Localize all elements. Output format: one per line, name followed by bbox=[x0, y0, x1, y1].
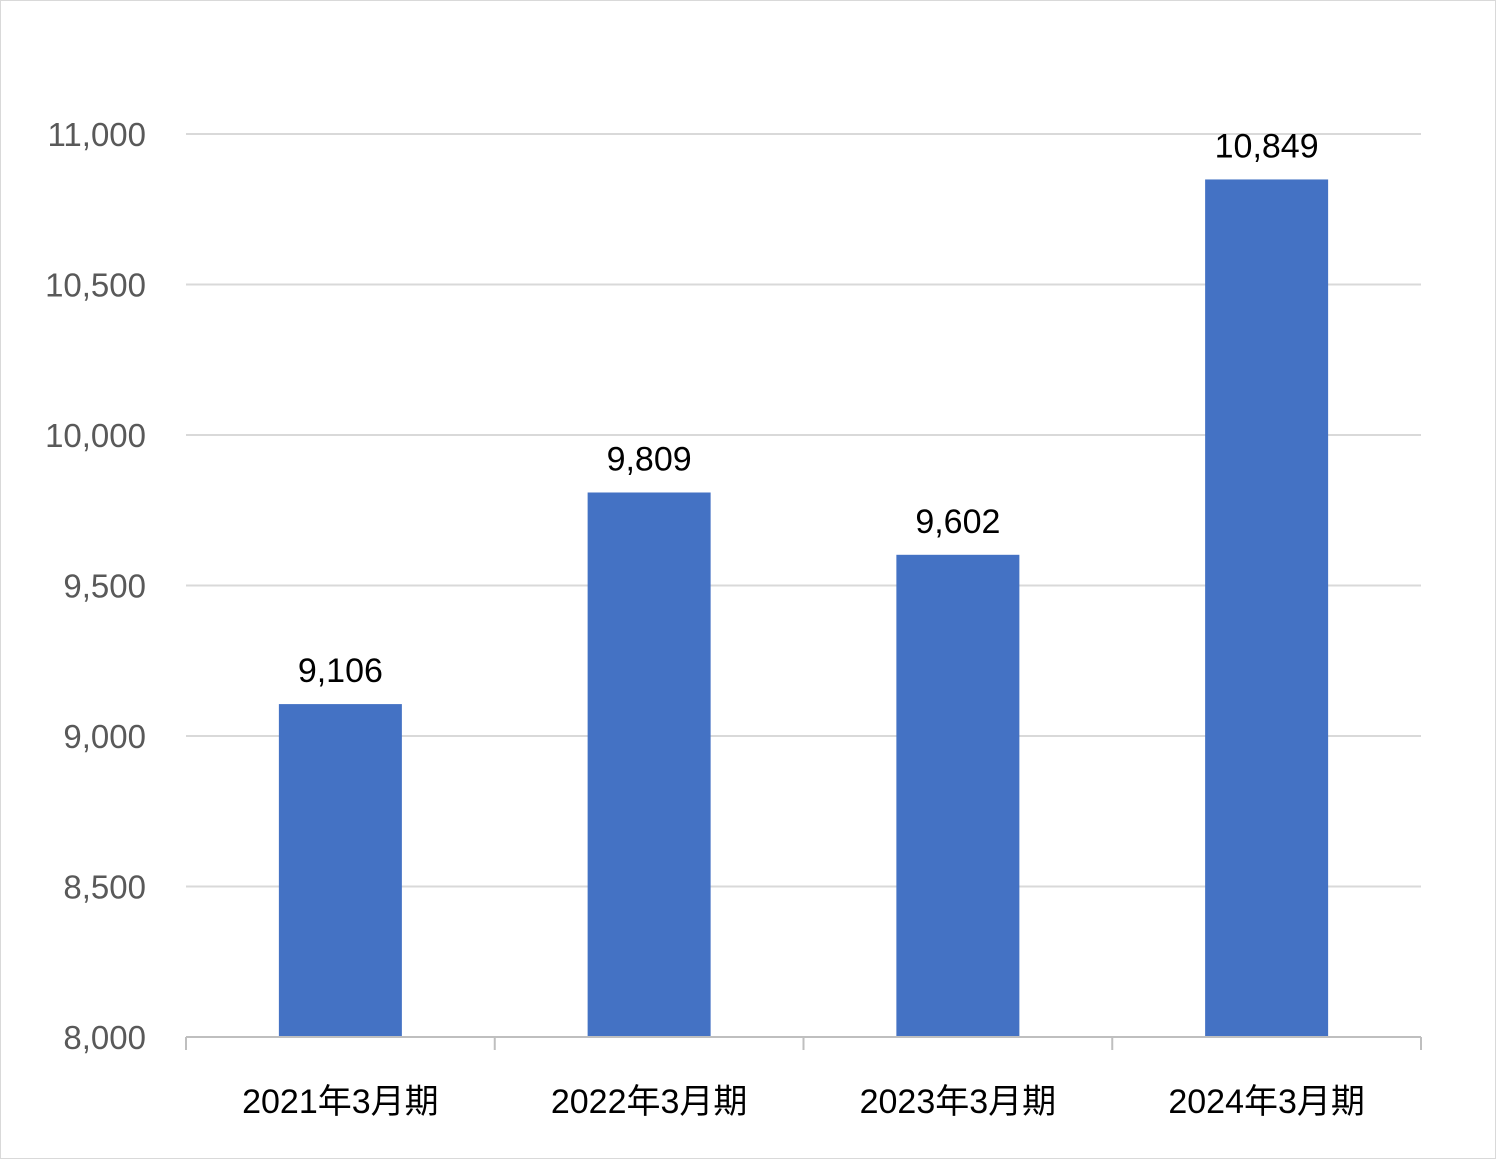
bars bbox=[278, 179, 1329, 1038]
bar bbox=[278, 704, 402, 1037]
y-tick-label: 8,000 bbox=[63, 1019, 146, 1056]
data-label: 9,602 bbox=[915, 503, 1000, 541]
data-label: 9,809 bbox=[607, 440, 692, 478]
data-labels: 9,106 9,809 9,602 10,849 bbox=[298, 127, 1319, 690]
x-tick-label: 2023年3月期 bbox=[860, 1083, 1057, 1121]
bar bbox=[1205, 179, 1329, 1038]
x-tick-label: 2021年3月期 bbox=[242, 1083, 439, 1121]
x-axis: 2021年3月期 2022年3月期 2023年3月期 2024年3月期 bbox=[185, 1036, 1422, 1121]
x-tick-label: 2022年3月期 bbox=[551, 1083, 748, 1121]
y-tick-label: 11,000 bbox=[48, 116, 146, 153]
y-tick-label: 9,500 bbox=[63, 568, 146, 605]
y-tick-label: 10,000 bbox=[45, 417, 146, 454]
y-tick-label: 10,500 bbox=[45, 267, 146, 304]
bar bbox=[896, 554, 1020, 1037]
data-label: 10,849 bbox=[1215, 127, 1319, 165]
bar bbox=[587, 492, 711, 1038]
y-tick-label: 8,500 bbox=[63, 869, 146, 906]
y-axis: 8,000 8,500 9,000 9,500 10,000 10,500 11,000 bbox=[45, 116, 146, 1056]
data-label: 9,106 bbox=[298, 652, 383, 690]
y-tick-label: 9,000 bbox=[63, 718, 146, 755]
x-tick-label: 2024年3月期 bbox=[1168, 1083, 1365, 1121]
